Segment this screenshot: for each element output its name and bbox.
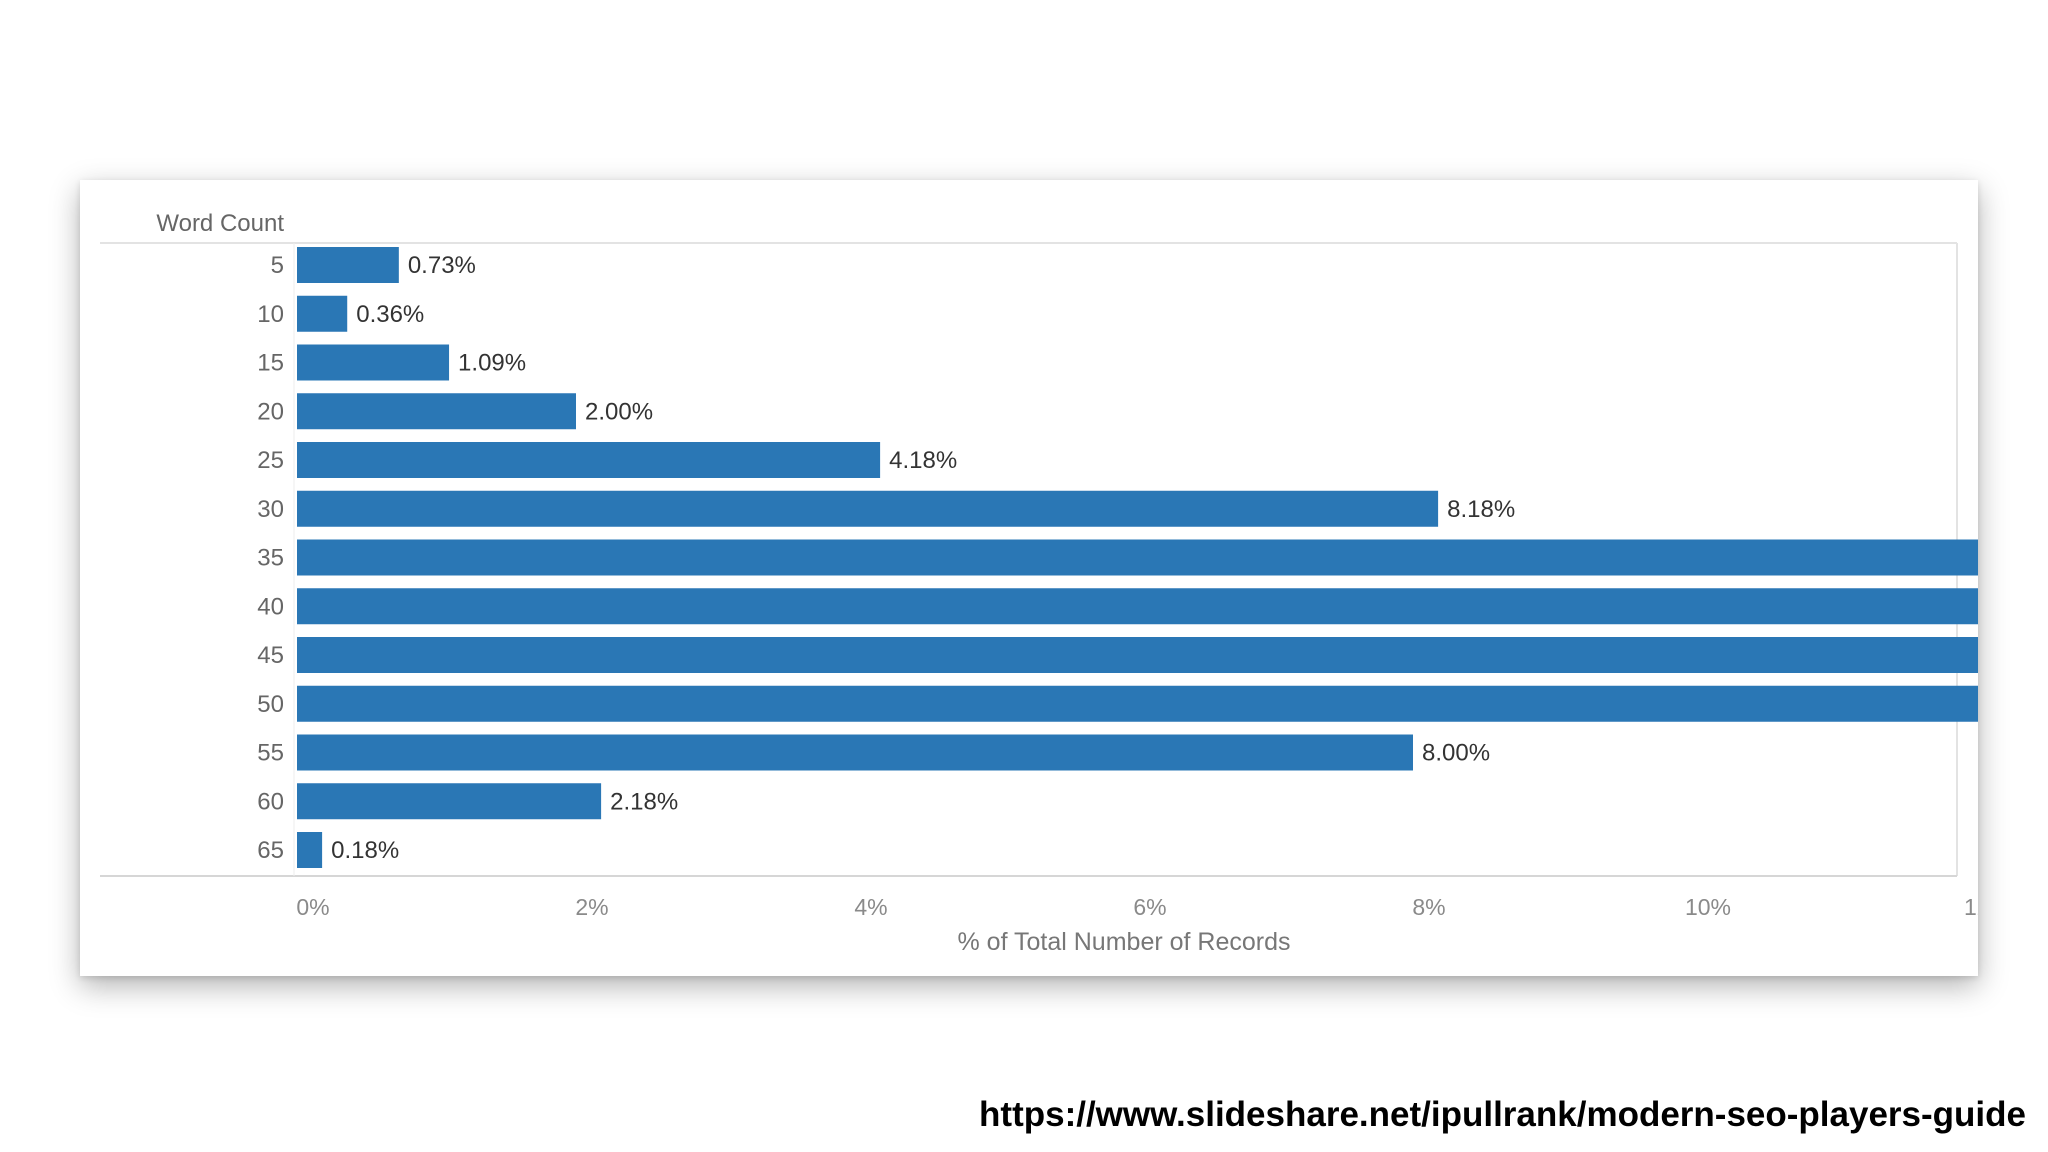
bar: [297, 588, 1978, 625]
x-tick-label: 0%: [296, 894, 329, 920]
bar: [297, 490, 1439, 527]
data-label: 4.18%: [889, 447, 957, 474]
data-labels: 0.73%0.36%1.09%2.00%4.18%8.18%12.73%19.2…: [331, 252, 1515, 864]
y-tick-label: 40: [257, 593, 284, 620]
y-tick-label: 65: [257, 837, 284, 864]
data-label: 2.00%: [585, 398, 653, 425]
y-tick-label: 55: [257, 740, 284, 767]
y-tick-labels: 5 10 15 20 25 30 35 40 45 50 55 60 65: [257, 252, 284, 864]
x-tick-label: 2%: [575, 894, 608, 920]
y-axis-title: Word Count: [156, 210, 284, 237]
bar: [297, 442, 881, 478]
bar: [297, 344, 450, 381]
x-tick-label: 8%: [1412, 894, 1445, 920]
bar: [297, 393, 576, 430]
bar-chart: Word Count 5 10 15 20 25 30 35 40 45 50 55 60 65 0.7…: [100, 210, 1978, 956]
data-label: 8.18%: [1447, 496, 1515, 523]
bar: [297, 734, 1413, 771]
data-label: 0.73%: [408, 252, 476, 279]
chart-card: Word Count 5 10 15 20 25 30 35 40 45 50 55 60 65 0.7…: [80, 180, 1978, 976]
x-tick-labels: 0%2%4%6%8%10%12%14%16%18%20%22%: [296, 894, 1978, 920]
data-label: 0.18%: [331, 837, 399, 864]
x-axis-title: % of Total Number of Records: [957, 928, 1290, 956]
data-label: 1.09%: [458, 350, 526, 377]
y-tick-label: 50: [257, 691, 284, 718]
bar: [297, 637, 1978, 673]
plot-frame: [100, 242, 1958, 877]
y-tick-label: 60: [257, 788, 284, 815]
x-tick-label: 6%: [1133, 894, 1166, 920]
y-tick-label: 10: [257, 301, 284, 328]
bar: [297, 295, 348, 332]
y-tick-label: 30: [257, 496, 284, 523]
bar: [297, 685, 1978, 722]
bar: [297, 832, 323, 868]
data-label: 2.18%: [610, 788, 678, 815]
x-tick-label: 12%: [1964, 894, 1978, 920]
source-url: https://www.slideshare.net/ipullrank/mod…: [979, 1095, 2026, 1134]
data-label: 8.00%: [1422, 740, 1490, 767]
bars: [297, 247, 1978, 868]
bar: [297, 247, 399, 283]
y-tick-label: 25: [257, 447, 284, 474]
data-label: 0.36%: [356, 301, 424, 328]
bar: [297, 539, 1978, 576]
x-tick-label: 10%: [1685, 894, 1731, 920]
y-tick-label: 5: [271, 252, 284, 279]
x-tick-label: 4%: [854, 894, 887, 920]
y-tick-label: 20: [257, 398, 284, 425]
y-tick-label: 35: [257, 545, 284, 572]
y-tick-label: 15: [257, 350, 284, 377]
bar: [297, 783, 602, 820]
y-tick-label: 45: [257, 642, 284, 669]
